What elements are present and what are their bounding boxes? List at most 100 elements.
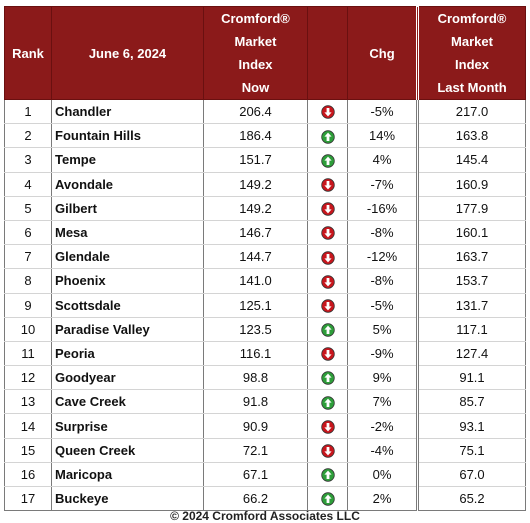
rank-cell: 7 [4,244,52,270]
table-row: 7 Glendale 144.7 -12% 163.7 [4,244,526,270]
rank-cell: 6 [4,220,52,246]
up-arrow-icon [320,492,335,507]
city-cell: Avondale [51,172,204,197]
index-now-cell: 67.1 [203,462,308,488]
index-now-cell: 149.2 [203,172,308,197]
down-arrow-icon [320,444,335,458]
change-cell: -8% [347,268,419,294]
index-now-cell: 141.0 [203,268,308,294]
index-last-month-cell: 163.7 [417,244,526,270]
market-index-table: Rank June 6, 2024 Cromford® Market Index… [4,6,526,512]
city-cell: Gilbert [51,196,204,221]
change-cell: 4% [347,147,419,173]
direction-cell [307,438,348,463]
rank-cell: 1 [4,99,52,125]
rank-header: Rank [4,6,52,100]
table-row: 16 Maricopa 67.1 0% 67.0 [4,462,526,488]
index-now-header-line: Index [238,57,273,72]
table-row: 10 Paradise Valley 123.5 5% 117.1 [4,317,526,342]
rank-cell: 13 [4,389,52,415]
city-cell: Chandler [51,99,204,125]
change-cell: 14% [347,123,419,149]
rank-cell: 15 [4,438,52,463]
city-cell: Cave Creek [51,389,204,415]
index-now-cell: 151.7 [203,147,308,173]
table-row: 6 Mesa 146.7 -8% 160.1 [4,220,526,246]
direction-header [307,6,348,100]
up-arrow-icon [320,323,335,337]
direction-cell [307,317,348,342]
table-row: 8 Phoenix 141.0 -8% 153.7 [4,268,526,294]
index-last-month-cell: 153.7 [417,268,526,294]
table-body: 1 Chandler 206.4 -5% 217.0 2 Fountain Hills 186… [4,99,526,512]
rank-cell: 5 [4,196,52,221]
direction-cell [307,389,348,415]
rank-cell: 3 [4,147,52,173]
down-arrow-icon [320,178,335,192]
table-row: 12 Goodyear 98.8 9% 91.1 [4,365,526,391]
direction-cell [307,99,348,125]
index-last-month-cell: 177.9 [417,196,526,221]
index-now-cell: 98.8 [203,365,308,391]
city-cell: Peoria [51,341,204,367]
index-last-month-cell: 65.2 [417,486,526,512]
index-last-month-cell: 85.7 [417,389,526,415]
direction-cell [307,462,348,488]
index-now-header: Cromford® Market Index Now [203,6,308,100]
direction-cell [307,147,348,173]
change-cell: -9% [347,341,419,367]
table-row: 4 Avondale 149.2 -7% 160.9 [4,172,526,197]
index-last-month-cell: 127.4 [417,341,526,367]
index-now-cell: 125.1 [203,293,308,318]
change-cell: 0% [347,462,419,488]
index-now-cell: 91.8 [203,389,308,415]
direction-cell [307,220,348,246]
table-row: 13 Cave Creek 91.8 7% 85.7 [4,389,526,415]
index-last-month-header-line: Market [451,34,493,49]
down-arrow-icon [320,347,335,361]
down-arrow-icon [320,105,335,120]
change-cell: -4% [347,438,419,463]
index-now-cell: 66.2 [203,486,308,512]
down-arrow-icon [320,202,335,216]
change-header: Chg [347,6,419,100]
index-now-cell: 206.4 [203,99,308,125]
city-cell: Maricopa [51,462,204,488]
rank-cell: 9 [4,293,52,318]
rank-cell: 12 [4,365,52,391]
index-last-month-cell: 160.9 [417,172,526,197]
index-last-month-cell: 145.4 [417,147,526,173]
rank-cell: 17 [4,486,52,512]
table-row: 3 Tempe 151.7 4% 145.4 [4,147,526,173]
direction-cell [307,268,348,294]
change-cell: 2% [347,486,419,512]
change-cell: -7% [347,172,419,197]
rank-cell: 8 [4,268,52,294]
rank-cell: 2 [4,123,52,149]
change-cell: 7% [347,389,419,415]
index-last-month-cell: 160.1 [417,220,526,246]
table-row: 9 Scottsdale 125.1 -5% 131.7 [4,293,526,318]
date-header: June 6, 2024 [51,6,204,100]
city-cell: Mesa [51,220,204,246]
city-cell: Paradise Valley [51,317,204,342]
direction-cell [307,196,348,221]
direction-cell [307,123,348,149]
direction-cell [307,172,348,197]
change-cell: 5% [347,317,419,342]
index-now-cell: 146.7 [203,220,308,246]
up-arrow-icon [320,129,335,144]
change-cell: -5% [347,293,419,318]
table-row: 15 Queen Creek 72.1 -4% 75.1 [4,438,526,463]
direction-cell [307,341,348,367]
rank-cell: 11 [4,341,52,367]
change-cell: -8% [347,220,419,246]
up-arrow-icon [320,154,335,168]
table-row: 1 Chandler 206.4 -5% 217.0 [4,99,526,125]
index-now-header-line: Market [234,34,277,49]
index-now-cell: 123.5 [203,317,308,342]
change-cell: -5% [347,99,419,125]
index-now-cell: 186.4 [203,123,308,149]
index-last-month-cell: 93.1 [417,413,526,439]
city-cell: Scottsdale [51,293,204,318]
